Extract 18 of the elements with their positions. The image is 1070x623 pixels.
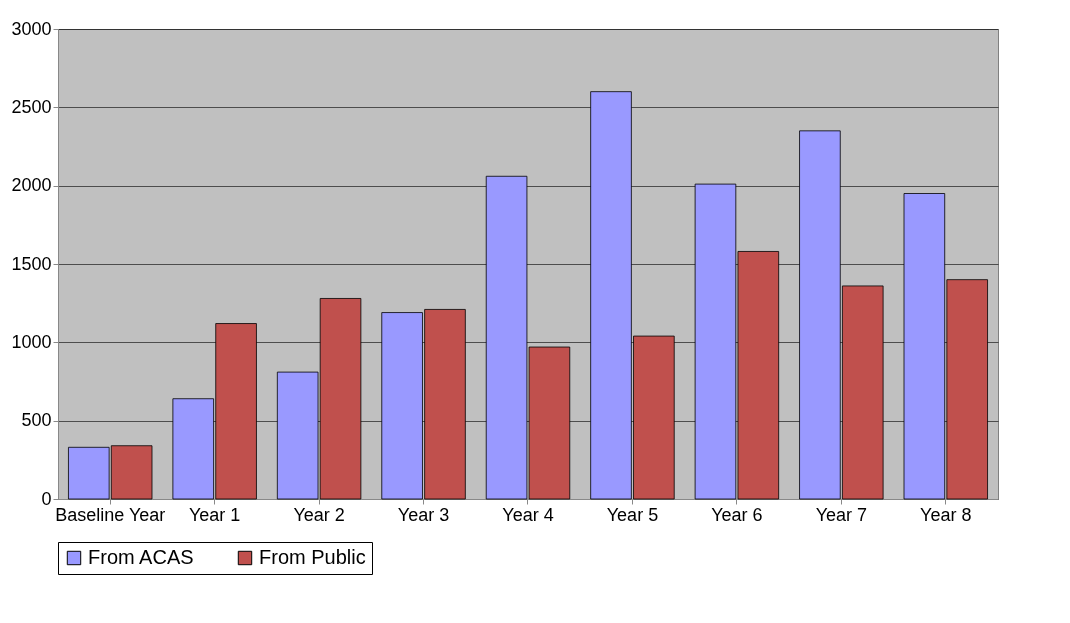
x-tick-label: Baseline Year (55, 504, 166, 525)
y-tick-label: 0 (41, 488, 52, 509)
legend-label: From Public (259, 546, 366, 568)
x-tick-label: Year 6 (711, 504, 763, 525)
y-tick-label: 3000 (11, 18, 52, 39)
x-tick-label: Year 1 (188, 504, 241, 525)
x-tick-label: Year 7 (815, 504, 868, 525)
y-tick-label: 1000 (11, 331, 52, 352)
y-tick-label: 2500 (11, 96, 52, 117)
x-tick-label: Year 3 (397, 504, 450, 525)
y-tick-label: 500 (21, 410, 52, 431)
legend-label: From ACAS (88, 546, 194, 568)
x-tick-label: Year 2 (293, 504, 345, 525)
x-tick-label: Year 8 (920, 504, 972, 525)
y-tick-label: 2000 (11, 175, 52, 196)
x-tick-label: Year 4 (502, 504, 554, 525)
x-tick-label: Year 5 (606, 504, 659, 525)
y-tick-label: 1500 (11, 253, 52, 274)
